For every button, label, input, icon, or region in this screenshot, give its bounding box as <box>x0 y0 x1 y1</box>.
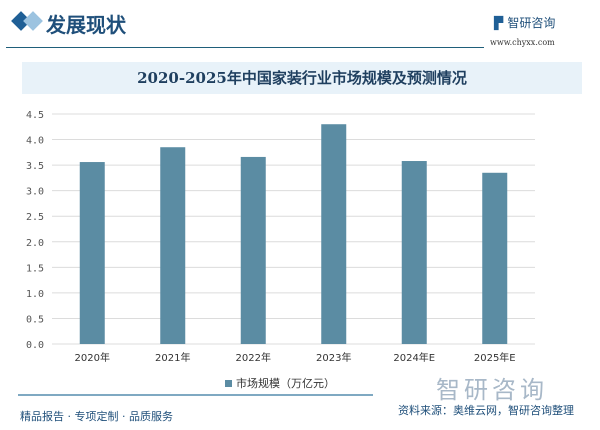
x-tick-label: 2025年E <box>474 351 516 364</box>
footer-tagline: 精品报告 · 专项定制 · 品质服务 <box>20 410 173 423</box>
y-tick-label: 0.0 <box>26 340 44 351</box>
bar <box>79 162 105 344</box>
section-title: 发展现状 <box>46 13 126 37</box>
footer-divider <box>18 394 373 396</box>
y-tick-label: 1.0 <box>26 289 44 300</box>
x-tick-label: 2022年 <box>236 351 271 364</box>
y-tick-label: 0.5 <box>26 314 44 325</box>
bar <box>401 161 427 344</box>
logo-icon: ▛ <box>494 16 508 30</box>
x-tick-label: 2020年 <box>75 351 110 364</box>
chart-title: 2020-2025年中国家装行业市场规模及预测情况 <box>22 62 582 94</box>
logo-url: www.chyxx.com <box>490 38 555 47</box>
bar <box>482 172 508 344</box>
legend: 市场规模（万亿元） <box>225 375 335 391</box>
y-tick-label: 2.5 <box>26 212 44 223</box>
legend-swatch <box>225 380 232 387</box>
watermark-logo: 智研咨询 <box>436 376 548 404</box>
y-tick-label: 4.5 <box>26 110 44 121</box>
x-tick-label: 2023年 <box>316 351 351 364</box>
bar <box>240 156 266 344</box>
bar <box>321 124 347 344</box>
header-divider <box>6 47 484 48</box>
logo-text: 智研咨询 <box>507 16 556 30</box>
logo: ▛ 智研咨询 <box>494 14 555 31</box>
y-tick-label: 3.5 <box>26 161 44 172</box>
x-tick-label: 2024年E <box>393 351 435 364</box>
bar <box>160 147 186 344</box>
legend-label: 市场规模（万亿元） <box>236 377 335 390</box>
y-tick-label: 3.0 <box>26 187 44 198</box>
y-tick-label: 4.0 <box>26 136 44 147</box>
source-note: 资料来源：奥维云网，智研咨询整理 <box>398 404 574 417</box>
y-tick-label: 1.5 <box>26 263 44 274</box>
y-tick-label: 2.0 <box>26 238 44 249</box>
x-tick-label: 2021年 <box>155 351 190 364</box>
